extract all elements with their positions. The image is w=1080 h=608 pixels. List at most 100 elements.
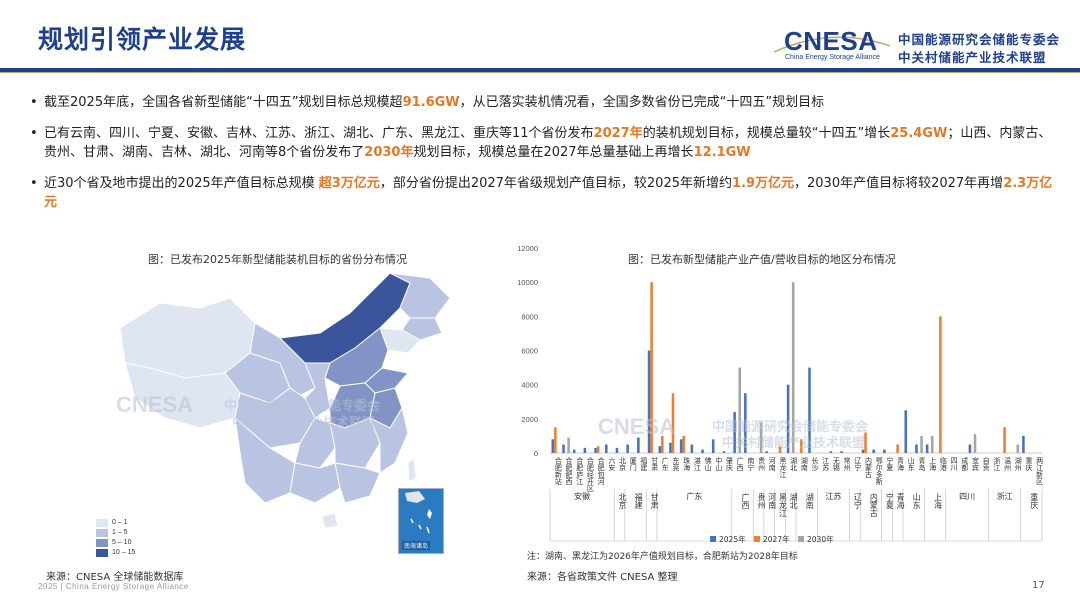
logo-subtitle: China Energy Storage Alliance bbox=[785, 54, 880, 61]
bar bbox=[658, 446, 662, 453]
bar bbox=[808, 367, 811, 453]
x-tick-label: 内蒙古 bbox=[865, 456, 873, 479]
bar bbox=[744, 393, 747, 453]
group-label: 北京 bbox=[618, 493, 627, 510]
bar bbox=[829, 451, 833, 453]
map-legend-label: 0 – 1 bbox=[112, 519, 128, 526]
chart-note: 注：湖南、黑龙江为2026年产值规划目标，合肥新站为2028年目标 bbox=[527, 552, 798, 562]
bullet-dot-icon: • bbox=[30, 126, 38, 141]
legend-swatch bbox=[754, 536, 760, 542]
group-label: 贵州 bbox=[757, 492, 766, 509]
group-label: 广西 bbox=[741, 492, 750, 510]
x-tick-label: 广东 bbox=[661, 456, 669, 471]
header-divider bbox=[0, 68, 1080, 72]
group-label: 宁夏 bbox=[885, 492, 894, 509]
legend-swatch bbox=[798, 536, 804, 542]
x-tick-label: 湖南 bbox=[800, 456, 808, 471]
group-label: 湖南 bbox=[805, 493, 814, 509]
bar bbox=[765, 451, 768, 453]
bar bbox=[650, 282, 653, 453]
group-label: 浙江 bbox=[997, 491, 1013, 501]
x-tick-label: 湛江 bbox=[693, 457, 701, 472]
map-caption: 图：已发布2025年新型储能装机目标的省份分布情况 bbox=[148, 253, 407, 266]
page-number: 17 bbox=[1032, 580, 1045, 591]
x-tick-label: 甘肃 bbox=[651, 456, 659, 472]
group-label: 青海 bbox=[896, 492, 905, 510]
map-legend-swatch bbox=[96, 538, 108, 547]
china-province-map bbox=[90, 268, 470, 568]
map-watermark-logo: CNESA bbox=[116, 392, 194, 417]
chart-watermark-cn: 中国能源研究会储能专委会 bbox=[712, 419, 869, 434]
legend-label: 2027年 bbox=[763, 534, 790, 544]
x-tick-label: 上海 bbox=[929, 456, 937, 472]
x-tick-label: 中山 bbox=[715, 456, 723, 472]
x-tick-label: 成都 bbox=[961, 456, 969, 472]
bullet-text: ，部分省份提出2027年省级规划产值目标，较2025年新增约 bbox=[379, 176, 732, 191]
bar bbox=[551, 439, 555, 453]
footer-text: 2025 | China Energy Storage Alliance bbox=[38, 582, 189, 591]
x-tick-label: 北京 bbox=[619, 457, 627, 472]
y-tick-label: 12000 bbox=[517, 244, 538, 253]
bar bbox=[861, 449, 865, 453]
bar bbox=[883, 449, 886, 453]
legend-label: 2030年 bbox=[807, 534, 834, 544]
map-region-taiwan bbox=[407, 457, 417, 483]
x-tick-label: 南宁 bbox=[747, 456, 755, 471]
map-source: 来源：CNESA 全球储能数据库 bbox=[46, 572, 184, 583]
bullet-dot-icon: • bbox=[30, 95, 38, 110]
chart-source: 来源：各省政策文件 CNESA 整理 bbox=[527, 572, 678, 583]
y-tick-label: 10000 bbox=[517, 278, 538, 287]
bar bbox=[896, 444, 899, 453]
bullet-highlight: 超3万亿元 bbox=[318, 176, 380, 191]
bar bbox=[925, 444, 929, 453]
bullet-highlight: 25.4GW bbox=[890, 126, 948, 141]
cnesa-logo: CNESA China Energy Storage Alliance 中国能源… bbox=[770, 24, 1070, 68]
x-tick-label: 青海 bbox=[897, 456, 905, 472]
group-label: 福建 bbox=[634, 493, 643, 510]
bar bbox=[920, 435, 923, 453]
group-label: 黑龙江 bbox=[778, 493, 787, 518]
group-label: 甘肃 bbox=[650, 492, 659, 510]
bar bbox=[567, 437, 570, 453]
x-tick-label: 合肥庐江 bbox=[576, 456, 584, 486]
bar bbox=[572, 449, 576, 453]
y-tick-label: 6000 bbox=[521, 347, 538, 356]
bullet-highlight: 2030年 bbox=[364, 145, 414, 160]
bar bbox=[615, 447, 619, 453]
y-tick-label: 0 bbox=[534, 449, 538, 458]
x-tick-label: 常州 bbox=[843, 456, 851, 471]
bar bbox=[778, 446, 782, 453]
bar bbox=[583, 447, 587, 453]
x-tick-label: 江苏 bbox=[822, 457, 830, 472]
bar bbox=[682, 435, 685, 453]
bullet-item: • 近30个省及地市提出的2025年产值目标总规模 超3万亿元，部分省份提出202… bbox=[30, 174, 1060, 212]
group-label: 辽宁 bbox=[853, 493, 862, 509]
bar bbox=[1022, 435, 1025, 453]
map-region-hunan-jiangxi bbox=[329, 417, 381, 469]
bar bbox=[690, 444, 694, 453]
chart-watermark-cn2: 中关村储能产业技术联盟 bbox=[722, 435, 866, 450]
chart-watermark-logo: CNESA bbox=[598, 414, 676, 439]
bar bbox=[973, 434, 977, 453]
bullet-highlight: 91.6GW bbox=[402, 95, 460, 110]
x-tick-label: 合肥包河 bbox=[597, 456, 605, 485]
group-label: 湖北 bbox=[789, 493, 798, 510]
map-legend-item: 0 – 1 bbox=[96, 518, 135, 527]
group-label: 四川 bbox=[959, 492, 975, 501]
bullet-text: ；山西、内蒙古、贵州、甘肃、湖南、吉林、湖北、河南等8个省份发布了 bbox=[44, 126, 1052, 160]
map-legend-item: 5 – 10 bbox=[96, 538, 135, 547]
map-legend-label: 5 – 10 bbox=[112, 539, 132, 546]
legend-label: 2025年 bbox=[719, 534, 746, 544]
header-divider-accent bbox=[0, 72, 1080, 73]
map-region-zhejiang-fujian bbox=[369, 406, 409, 474]
map-region-guangdong bbox=[334, 462, 381, 504]
map-legend-item: 10 – 15 bbox=[96, 548, 135, 557]
map-legend: 0 – 1 1 – 5 5 – 10 10 – 15 bbox=[96, 518, 135, 558]
x-tick-label: 两江新区 bbox=[1036, 457, 1044, 485]
x-tick-label: 四川 bbox=[950, 457, 958, 471]
bar bbox=[733, 412, 736, 453]
x-tick-label: 宜宾 bbox=[971, 456, 979, 472]
x-tick-label: 鄂尔多斯 bbox=[875, 456, 883, 486]
bar bbox=[671, 393, 675, 453]
bullet-text: 规划目标，规模总量在2027年总量基础上再增长 bbox=[413, 145, 694, 160]
